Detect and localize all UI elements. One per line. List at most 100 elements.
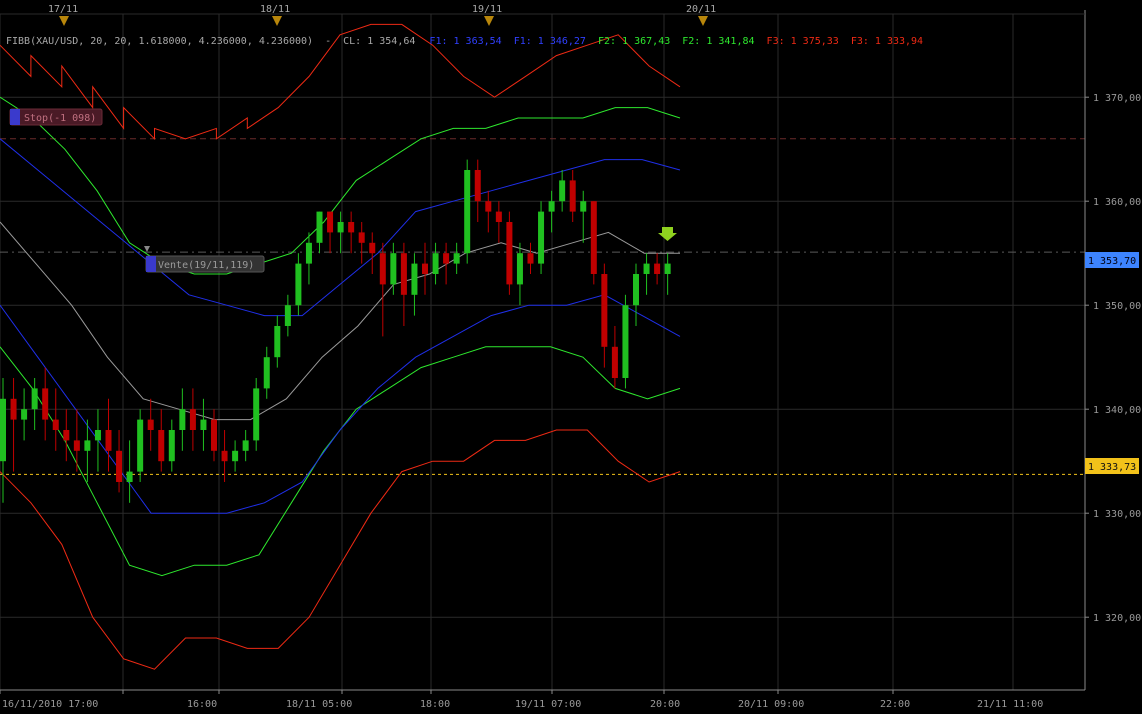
current-price-label: 1 353,70 [1088,256,1136,267]
candle-body [200,419,207,430]
top-date-label: 18/11 [260,4,290,15]
time-tick-label: 16:00 [187,699,217,710]
price-tick-label: 1 350,00 [1093,301,1141,312]
level-price-tag: 1 333,73 [1085,458,1139,474]
candle-body [464,170,471,254]
indicator-f1-upper: F1: 1 363,54 [429,36,501,47]
candle-body [10,398,17,420]
candle-body [516,253,523,285]
candle-body [221,450,228,462]
candle-body [611,346,618,378]
date-marker-icon [698,16,708,26]
candle-body [358,232,365,243]
candle-body [263,357,270,389]
down-arrow-icon [658,227,677,241]
candle-body [0,398,6,462]
candle-body [116,450,123,482]
candle-body [379,253,386,285]
time-tick-label: 21/11 11:00 [977,699,1043,710]
indicator-f2-lower: F2: 1 341,84 [682,36,754,47]
time-tick-label: 16/11/2010 17:00 [2,699,98,710]
band-cl [0,221,680,421]
time-axis: 16/11/2010 17:00 16:00 18/11 05:00 18:00 19/… [0,690,1043,710]
date-marker-icon [59,16,69,26]
candle-body [643,263,650,274]
price-tick-label: 1 340,00 [1093,405,1141,416]
candle-body [316,211,323,243]
candle-body [527,253,534,264]
candle-body [474,170,481,202]
candle-body [485,201,492,212]
time-tick-label: 18/11 05:00 [286,699,352,710]
candle-body [232,450,239,462]
time-tick-label: 19/11 07:00 [515,699,581,710]
candle-body [443,253,450,264]
candle-body [506,222,513,285]
band-f2 [0,96,681,275]
candle-body [390,253,397,285]
time-tick-label: 18:00 [420,699,450,710]
candle-body [633,274,639,306]
level-price-label: 1 333,73 [1088,462,1136,473]
candle-body [453,253,460,264]
sell-order-label: Vente(19/11,119) [158,260,254,271]
indicator-f3-lower: F3: 1 333,94 [851,36,923,47]
candle-body [73,440,80,451]
price-tick-label: 1 320,00 [1093,613,1141,624]
date-marker-icon [272,16,282,26]
candle-body [580,201,587,212]
candle-body [84,440,91,451]
candle-body [400,253,407,295]
fibonacci-bands [0,23,681,670]
time-tick-label: 20:00 [650,699,680,710]
candle-body [411,263,418,295]
candle-body [179,409,186,430]
candle-body [295,263,302,306]
candle-body [274,326,281,358]
candle-body [105,430,112,451]
candle-body [495,211,502,222]
candle-body [601,274,608,347]
top-date-label: 20/11 [686,4,716,15]
time-tick-label: 22:00 [880,699,910,710]
candle-body [63,430,70,441]
indicator-sep: - [325,36,331,47]
indicator-name: FIBB(XAU/USD, 20, 20, 1.618000, 4.236000… [6,36,313,47]
candle-body [42,388,49,420]
band-f1 [0,294,681,514]
candle-body [538,211,545,264]
candle-body [253,388,260,441]
candle-body [327,211,334,233]
candle-body [559,180,566,202]
band-f3 [0,23,681,141]
price-axis: 1 320,00 1 330,00 1 340,00 1 350,00 1 360,00… [1085,93,1141,624]
candle-body [284,305,291,326]
candle-body [590,201,597,274]
indicator-f2-upper: F2: 1 367,43 [598,36,670,47]
top-date-axis: 17/11 18/11 19/11 20/11 [0,4,1085,26]
current-price-tag: 1 353,70 [1085,252,1139,268]
band-f3 [0,429,681,670]
candle-body [664,263,671,274]
candle-body [432,253,439,274]
candle-body [168,430,175,462]
candle-body [94,430,101,441]
candle-body [305,242,312,264]
stop-order-tag[interactable]: Stop(-1 098) [9,108,103,126]
candlesticks [0,159,671,503]
candle-body [654,263,661,274]
price-tick-label: 1 360,00 [1093,197,1141,208]
candle-body [548,201,555,212]
sell-order-tag[interactable]: Vente(19/11,119) [144,246,265,273]
candle-body [52,419,59,430]
candle-body [369,242,376,254]
candle-body [337,222,344,233]
time-tick-label: 20/11 09:00 [738,699,804,710]
candle-body [348,222,355,233]
indicator-f1-lower: F1: 1 346,27 [514,36,586,47]
indicator-header: FIBB(XAU/USD, 20, 20, 1.618000, 4.236000… [6,36,923,47]
band-f1 [0,138,681,317]
candle-body [569,180,576,212]
top-date-label: 17/11 [48,4,78,15]
